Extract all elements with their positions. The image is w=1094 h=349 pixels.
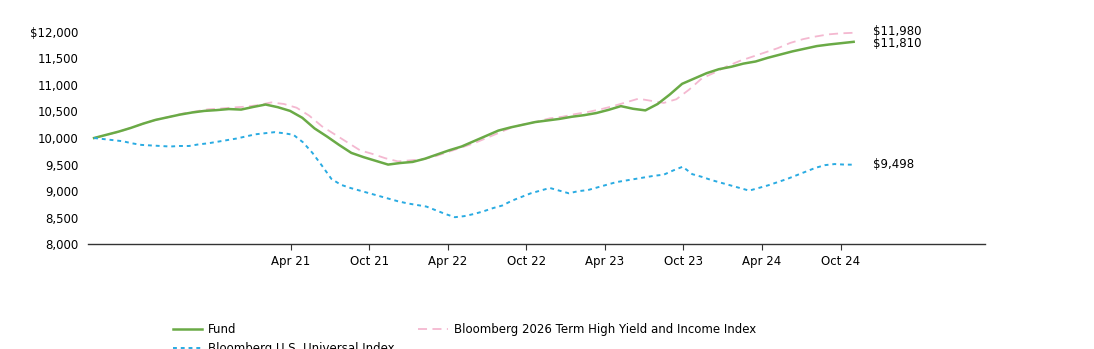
Text: $9,498: $9,498 — [873, 158, 915, 171]
Bloomberg U.S. Universal Index — [761, 183, 775, 187]
Fund — [479, 134, 492, 138]
Bloomberg 2026 Term High Yield and Income Index — [556, 115, 569, 119]
Line: Bloomberg U.S. Universal Index: Bloomberg U.S. Universal Index — [94, 132, 853, 217]
Bloomberg U.S. Universal Index — [666, 168, 679, 172]
Fund — [627, 107, 640, 111]
Bloomberg 2026 Term High Yield and Income Index — [505, 125, 519, 129]
Bloomberg U.S. Universal Index — [847, 163, 860, 167]
Bloomberg 2026 Term High Yield and Income Index — [353, 148, 366, 152]
Line: Fund: Fund — [94, 42, 853, 165]
Bloomberg U.S. Universal Index — [790, 173, 803, 177]
Bloomberg 2026 Term High Yield and Income Index — [847, 31, 860, 35]
Bloomberg U.S. Universal Index — [268, 130, 281, 134]
Bloomberg 2026 Term High Yield and Income Index — [392, 159, 405, 163]
Bloomberg 2026 Term High Yield and Income Index — [88, 136, 101, 140]
Fund — [835, 41, 848, 45]
Bloomberg U.S. Universal Index — [581, 188, 594, 192]
Fund — [455, 144, 468, 149]
Fund — [847, 40, 860, 44]
Fund — [88, 136, 101, 140]
Fund — [321, 134, 334, 139]
Text: $11,810: $11,810 — [873, 37, 922, 50]
Legend: Fund, Bloomberg U.S. Universal Index, Bloomberg 2026 Term High Yield and Income : Fund, Bloomberg U.S. Universal Index, Bl… — [167, 319, 760, 349]
Text: $11,980: $11,980 — [873, 25, 922, 38]
Fund — [295, 116, 309, 120]
Bloomberg 2026 Term High Yield and Income Index — [758, 50, 771, 54]
Bloomberg 2026 Term High Yield and Income Index — [265, 100, 278, 104]
Bloomberg U.S. Universal Index — [524, 191, 537, 195]
Line: Bloomberg 2026 Term High Yield and Income Index: Bloomberg 2026 Term High Yield and Incom… — [94, 33, 853, 161]
Bloomberg U.S. Universal Index — [723, 183, 736, 187]
Bloomberg U.S. Universal Index — [88, 136, 101, 140]
Bloomberg U.S. Universal Index — [449, 215, 462, 219]
Bloomberg 2026 Term High Yield and Income Index — [240, 105, 253, 109]
Fund — [382, 163, 395, 167]
